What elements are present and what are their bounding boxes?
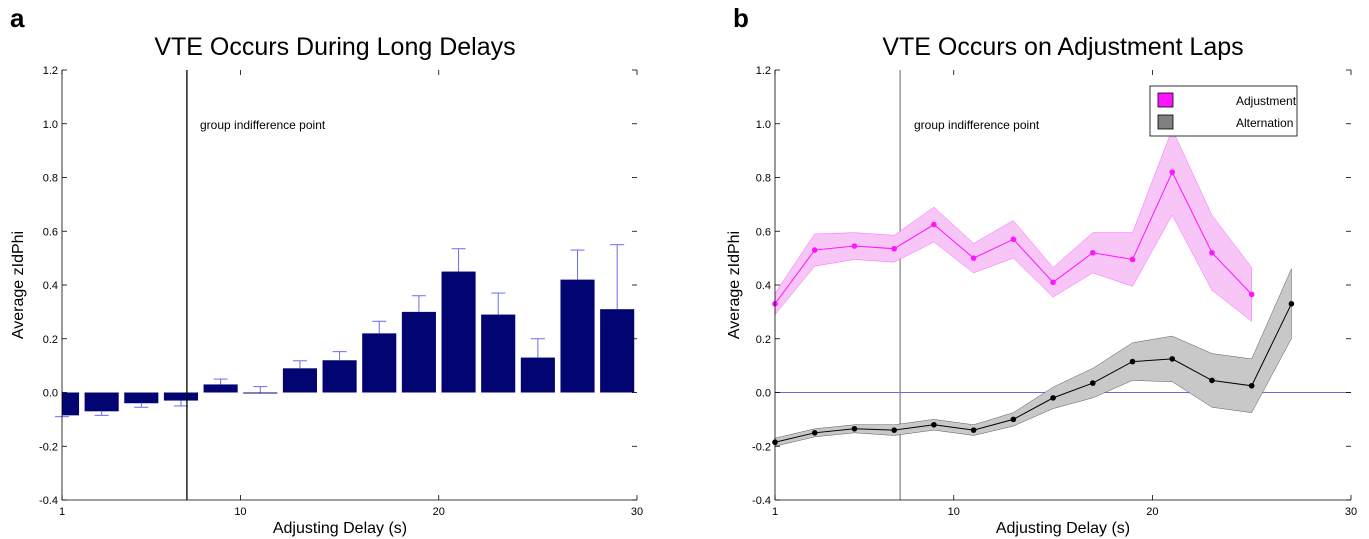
point-adjustment [811,247,818,253]
a-xtick-label: 20 [433,506,445,518]
point-alternation [1089,380,1096,386]
panel-b-ylabel: Average zIdPhi [726,231,743,339]
a-ytick-label: 0.0 [43,388,58,400]
legend-swatch-alternation [1157,114,1174,130]
bar [203,384,238,393]
a-ytick-label: 0.2 [43,334,58,346]
b-ytick-label: 0.8 [756,173,771,185]
point-adjustment [891,245,897,252]
bar [481,314,516,393]
b-xtick-label: 20 [1146,506,1158,518]
panel-a-indifference-label: group indifference point [200,118,326,132]
point-alternation [970,427,977,433]
a-xtick-label: 30 [631,506,643,518]
a-ytick-label: 0.8 [43,173,58,185]
bar [322,360,357,393]
b-ytick-label: 0.0 [756,388,771,400]
point-alternation [1209,377,1215,384]
b-ytick-label: -0.4 [752,495,771,507]
panel-a-ylabel: Average zIdPhi [10,231,27,339]
b-ytick-label: -0.2 [752,441,771,453]
panel-a-letter: a [10,3,25,33]
series-line-alternation [774,303,1292,443]
point-alternation [1169,356,1176,362]
legend-swatch-adjustment [1157,92,1174,108]
panel-b-letter: b [733,3,749,33]
bar [62,392,80,416]
point-alternation [891,427,897,433]
panel-b-title: VTE Occurs on Adjustment Laps [882,33,1243,61]
bar [441,271,476,393]
b-xtick-label: 10 [948,506,960,518]
point-adjustment [1010,236,1017,243]
a-ytick-label: 1.2 [43,65,58,77]
panel-b-xlabel: Adjusting Delay (s) [996,520,1130,537]
a-xtick-label: 10 [234,506,246,518]
a-ytick-label: -0.4 [39,495,58,507]
bar [362,333,397,393]
point-adjustment [1050,279,1056,286]
point-alternation [931,421,937,428]
band-alternation [774,268,1292,447]
bar [124,392,159,404]
point-alternation [1288,301,1295,307]
point-adjustment [1169,169,1176,175]
legend-label-adjustment: Adjustment [1236,94,1297,108]
a-ytick-label: -0.2 [39,441,58,453]
bar [520,357,555,393]
bar [243,392,278,394]
point-adjustment [851,243,858,249]
b-ytick-label: 1.0 [756,119,771,131]
band-adjustment [774,128,1252,322]
b-ytick-label: 0.2 [756,334,771,346]
b-ytick-label: 1.2 [756,65,771,77]
legend-box [1149,85,1298,137]
a-ytick-label: 1.0 [43,119,58,131]
point-alternation [1129,358,1136,365]
point-adjustment [1129,256,1136,263]
point-adjustment [1089,249,1096,256]
b-xtick-label: 30 [1345,506,1357,518]
point-alternation [1248,382,1255,389]
point-alternation [1050,395,1056,401]
a-xtick-label: 1 [59,506,65,518]
panel-b-plot-area: -0.4 -0.2 0.0 0.2 0.4 0.6 0.8 1.0 1.2 1 10 20 30 [752,65,1357,518]
legend: Adjustment Alternation [1149,85,1298,137]
bar [600,309,635,393]
a-ytick-label: 0.4 [43,280,58,292]
panel-b-indifference-label: group indifference point [914,118,1040,132]
panel-a-title: VTE Occurs During Long Delays [154,33,515,61]
panel-a-xlabel: Adjusting Delay (s) [273,520,407,537]
a-ytick-label: 0.6 [43,226,58,238]
panel-a-plot-area: -0.4 -0.2 0.0 0.2 0.4 0.6 0.8 1.0 1.2 1 10 20 30 [39,65,643,518]
point-alternation [1010,416,1017,423]
bar [84,392,119,412]
panel-b: b VTE Occurs on Adjustment Laps -0.4 -0.2… [726,3,1357,537]
b-ytick-label: 0.6 [756,226,771,238]
point-adjustment [970,255,977,261]
point-adjustment [931,221,937,228]
legend-label-alternation: Alternation [1236,116,1293,130]
b-xtick-label: 1 [772,506,778,518]
point-adjustment [1209,249,1215,256]
b-ytick-label: 0.4 [756,280,771,292]
point-alternation [811,430,818,436]
point-adjustment [1248,291,1255,298]
point-alternation [851,425,858,432]
panel-a: a VTE Occurs During Long Delays -0.4 -0.2… [10,3,643,537]
bar [560,279,595,393]
bar [282,368,317,393]
bar [401,311,436,393]
bar [163,392,199,401]
